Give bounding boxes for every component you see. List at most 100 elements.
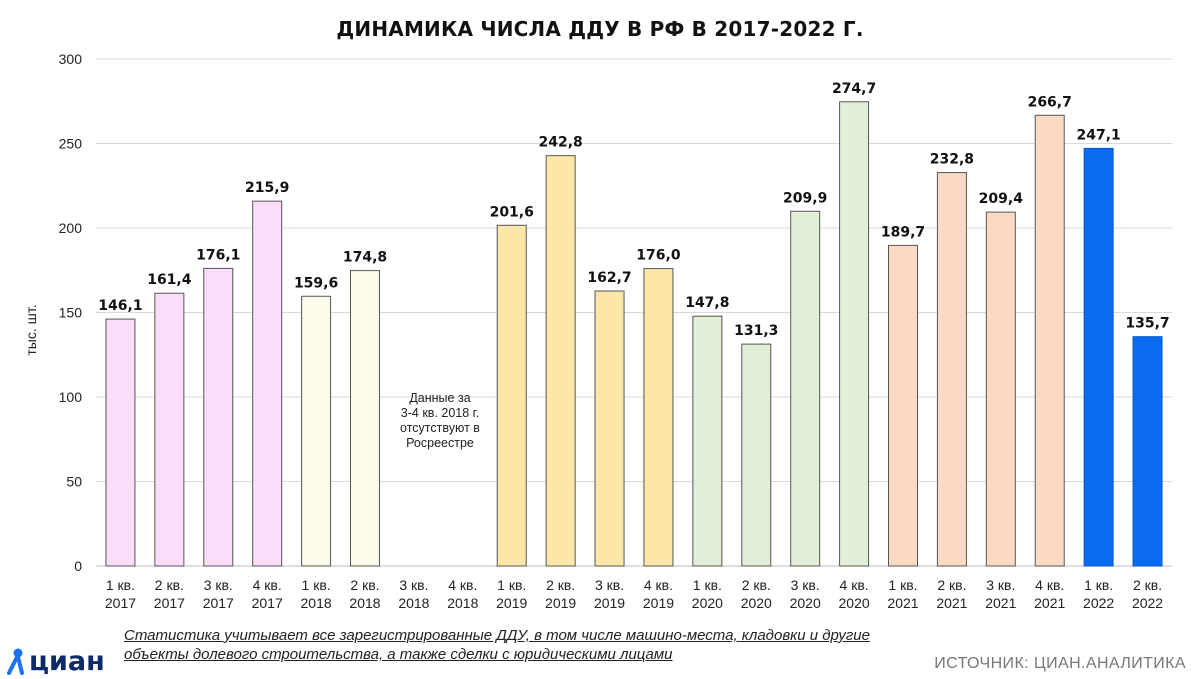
x-tick-label-quarter: 3 кв. [791,577,820,593]
bar [301,295,332,567]
y-tick-label: 50 [66,474,82,490]
x-tick-label-year: 2020 [741,595,772,611]
bar-value-label: 176,1 [196,247,240,263]
x-tick-label-year: 2019 [496,595,527,611]
source-label: ИСТОЧНИК: ЦИАН.АНАЛИТИКА [934,655,1186,672]
x-tick-label-year: 2021 [1034,595,1065,611]
chart-title: ДИНАМИКА ЧИСЛА ДДУ В РФ В 2017-2022 Г. [336,17,864,41]
missing-data-note-line: Данные за [409,391,471,405]
y-tick-label: 300 [59,51,83,67]
bar [545,155,576,567]
bar-value-label: 176,0 [636,248,681,264]
bar-value-label: 189,7 [881,224,925,240]
bar [496,224,527,567]
y-tick-label: 100 [59,389,83,405]
bar [985,211,1016,567]
x-tick-label-quarter: 1 кв. [1084,577,1113,593]
y-tick-label: 200 [59,220,83,236]
x-tick-label-year: 2020 [692,595,723,611]
bar-value-label: 161,4 [147,272,192,288]
bar-value-label: 274,7 [832,81,876,97]
footnote: Статистика учитывает все зарегистрирован… [124,626,1024,664]
x-tick-label-quarter: 1 кв. [693,577,722,593]
x-tick-label-quarter: 2 кв. [350,577,379,593]
missing-data-note: Данные за 3-4 кв. 2018 г. отсутствуют в … [388,391,492,451]
bar-value-label: 209,4 [979,191,1024,207]
x-tick-label-year: 2022 [1083,595,1114,611]
bar [839,101,870,567]
x-tick-label-year: 2017 [105,595,136,611]
x-tick-label-year: 2021 [936,595,967,611]
x-tick-label-quarter: 3 кв. [986,577,1015,593]
x-tick-label-quarter: 4 кв. [448,577,477,593]
y-tick-label: 150 [59,305,83,321]
y-tick-label: 250 [59,136,83,152]
cian-logo: циан [6,644,105,678]
bar-value-label: 159,6 [294,275,338,291]
x-tick-label-year: 2020 [790,595,821,611]
bar [643,268,674,567]
bar [1083,147,1114,567]
x-tick-label-quarter: 2 кв. [1133,577,1162,593]
x-tick-label-year: 2019 [594,595,625,611]
x-tick-label-quarter: 1 кв. [497,577,526,593]
bar-value-label: 131,3 [734,323,778,339]
x-tick-label-year: 2019 [643,595,674,611]
x-tick-label-year: 2017 [252,595,283,611]
bar [790,210,821,567]
location-pin-icon [7,648,24,675]
bar-value-label: 266,7 [1028,94,1072,110]
logo-text: циан [29,645,105,677]
x-tick-label-quarter: 1 кв. [302,577,331,593]
bar-value-label: 135,7 [1125,316,1169,332]
missing-data-note-line: Росреестре [406,436,474,450]
bar [203,267,234,567]
bar [154,292,185,567]
bar [594,290,625,567]
x-tick-label-quarter: 4 кв. [253,577,282,593]
bar [1034,114,1065,567]
x-tick-label-quarter: 1 кв. [888,577,917,593]
x-tick-label-year: 2021 [985,595,1016,611]
x-tick-label-quarter: 3 кв. [399,577,428,593]
bar [936,172,967,567]
footnote-line: объекты долевого строительства, а также … [124,646,673,663]
bar-value-label: 232,8 [930,152,974,168]
x-tick-label-year: 2017 [203,595,234,611]
x-tick-label-quarter: 4 кв. [644,577,673,593]
bar-value-label: 162,7 [587,270,631,286]
missing-data-note-line: 3-4 кв. 2018 г. [400,406,480,420]
bar-value-label: 242,8 [538,135,582,151]
bar [350,270,380,567]
x-tick-label-quarter: 2 кв. [742,577,771,593]
x-tick-label-quarter: 3 кв. [595,577,624,593]
bar-value-label: 146,1 [98,298,142,314]
bar [888,244,918,567]
y-axis-label: тыс. шт. [23,304,39,355]
bar [1132,336,1163,567]
bar [692,315,723,567]
x-tick-label-quarter: 4 кв. [1035,577,1064,593]
bar [105,318,136,567]
x-tick-label-year: 2020 [839,595,870,611]
x-tick-label-quarter: 2 кв. [937,577,966,593]
bar [741,343,772,567]
bar-value-label: 215,9 [245,180,289,196]
x-tick-label-quarter: 2 кв. [155,577,184,593]
bar-value-label: 147,8 [685,295,729,311]
x-tick-label-year: 2018 [447,595,478,611]
x-tick-label-quarter: 2 кв. [546,577,575,593]
x-tick-label-quarter: 4 кв. [840,577,869,593]
bar-value-label: 174,8 [343,250,387,266]
x-tick-label-year: 2021 [887,595,918,611]
x-tick-label-year: 2022 [1132,595,1163,611]
bar-value-label: 201,6 [490,204,534,220]
bar [252,200,283,567]
x-tick-label-year: 2018 [349,595,380,611]
x-tick-label-quarter: 1 кв. [106,577,135,593]
footnote-line: Статистика учитывает все зарегистрирован… [124,627,870,644]
bar-value-label: 247,1 [1076,127,1120,143]
bar-value-label: 209,9 [783,190,827,206]
missing-data-note-line: отсутствуют в [400,421,480,435]
